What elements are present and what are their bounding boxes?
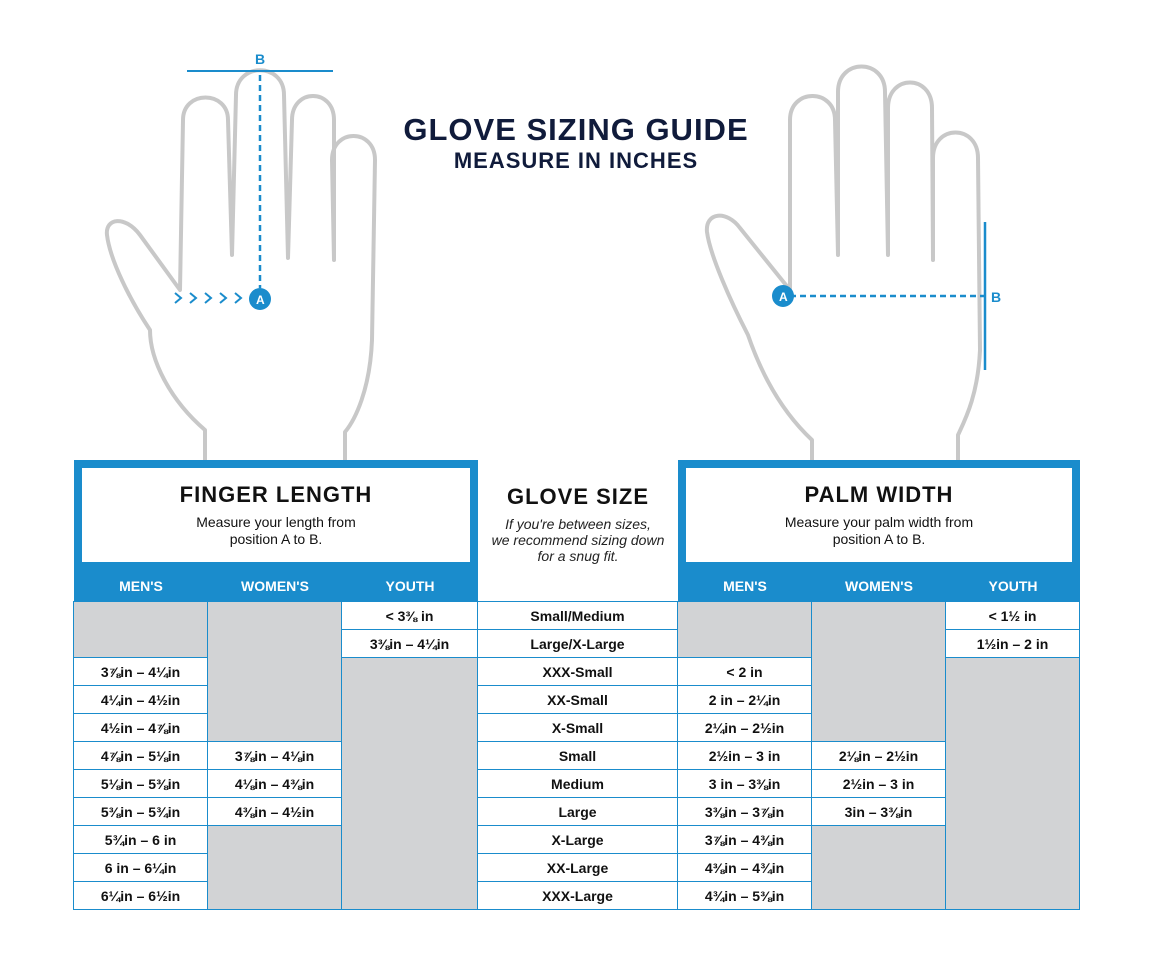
finger-length-heading: FINGER LENGTH <box>179 482 373 507</box>
glove-size-cell: XXX-Small <box>477 657 678 686</box>
palm-womens-empty-block <box>811 825 946 910</box>
finger-youth-empty-block <box>341 657 478 910</box>
point-b-label: B <box>991 289 1001 305</box>
finger-womens-cell: 4⅜in – 4½in <box>207 797 342 826</box>
glove-size-cell: Small <box>477 741 678 770</box>
finger-mens-cell: 5⅜in – 5¾in <box>73 797 208 826</box>
column-header-finger-mens: MEN'S <box>74 570 208 602</box>
glove-size-cell: Medium <box>477 769 678 798</box>
palm-width-heading: PALM WIDTH <box>804 482 954 507</box>
palm-mens-cell: < 2 in <box>677 657 812 686</box>
glove-size-cell: Large <box>477 797 678 826</box>
column-header-palm-womens: WOMEN'S <box>812 570 946 602</box>
finger-mens-cell: 4⅞in – 5⅛in <box>73 741 208 770</box>
sizing-table: FINGER LENGTH Measure your length from p… <box>73 460 1080 910</box>
finger-mens-cell: 3⅞in – 4¼in <box>73 657 208 686</box>
palm-mens-cell: 3 in – 3⅜in <box>677 769 812 798</box>
palm-mens-cell: 2 in – 2¼in <box>677 685 812 714</box>
palm-mens-empty-block <box>677 601 812 658</box>
palm-youth-cell: < 1½ in <box>945 601 1080 630</box>
left-hand-finger-length-illustration <box>104 68 377 460</box>
column-header-palm-mens: MEN'S <box>678 570 812 602</box>
glove-size-note-1: If you're between sizes, <box>505 516 651 532</box>
column-header-finger-womens: WOMEN'S <box>208 570 342 602</box>
finger-mens-cell: 4¼in – 4½in <box>73 685 208 714</box>
finger-womens-empty-block <box>207 825 342 910</box>
finger-womens-cell: 4⅛in – 4⅜in <box>207 769 342 798</box>
point-a-label: A <box>256 293 265 307</box>
glove-size-cell: XX-Small <box>477 685 678 714</box>
point-a-label: A <box>779 290 788 304</box>
palm-mens-cell: 2¼in – 2½in <box>677 713 812 742</box>
hand-diagrams: B A A B <box>104 51 1001 460</box>
page-subtitle: MEASURE IN INCHES <box>453 148 699 173</box>
point-b-label: B <box>255 51 265 67</box>
palm-width-measurement-marks <box>772 222 987 370</box>
palm-mens-cell: 3⅜in – 3⅞in <box>677 797 812 826</box>
palm-womens-cell: 2½in – 3 in <box>811 769 946 798</box>
right-hand-palm-width-illustration <box>704 64 982 460</box>
palm-mens-cell: 3⅞in – 4⅜in <box>677 825 812 854</box>
palm-width-header: PALM WIDTH Measure your palm width from … <box>678 460 1080 570</box>
finger-mens-cell: 4½in – 4⅞in <box>73 713 208 742</box>
finger-mens-cell: 5⅛in – 5⅜in <box>73 769 208 798</box>
finger-length-measurement-marks <box>174 70 333 310</box>
glove-size-cell: XX-Large <box>477 853 678 882</box>
finger-length-header: FINGER LENGTH Measure your length from p… <box>74 460 478 570</box>
page-title: GLOVE SIZING GUIDE <box>403 112 749 147</box>
glove-size-cell: X-Small <box>477 713 678 742</box>
finger-length-description-2: position A to B. <box>229 531 323 547</box>
palm-womens-cell: 2⅛in – 2½in <box>811 741 946 770</box>
finger-womens-cell: 3⅞in – 4⅛in <box>207 741 342 770</box>
finger-youth-cell: < 3⅜ in <box>341 601 478 630</box>
palm-youth-cell: 1½in – 2 in <box>945 629 1080 658</box>
finger-mens-cell: 6¼in – 6½in <box>73 881 208 910</box>
glove-size-heading: GLOVE SIZE <box>506 484 650 509</box>
glove-size-cell: X-Large <box>477 825 678 854</box>
finger-mens-cell: 6 in – 6¼in <box>73 853 208 882</box>
glove-size-note-3: for a snug fit. <box>537 548 619 564</box>
palm-width-description-2: position A to B. <box>832 531 926 547</box>
finger-length-description-1: Measure your length from <box>196 514 356 530</box>
finger-mens-empty-block <box>73 601 208 658</box>
finger-womens-empty-block <box>207 601 342 742</box>
glove-size-header: GLOVE SIZE If you're between sizes, we r… <box>478 460 678 602</box>
column-header-finger-youth: YOUTH <box>342 570 478 602</box>
finger-mens-cell: 5¾in – 6 in <box>73 825 208 854</box>
palm-mens-cell: 4¾in – 5⅜in <box>677 881 812 910</box>
glove-size-cell: XXX-Large <box>477 881 678 910</box>
palm-mens-cell: 4⅜in – 4¾in <box>677 853 812 882</box>
glove-size-cell: Small/Medium <box>477 601 678 630</box>
palm-youth-empty-block <box>945 657 1080 910</box>
palm-width-description-1: Measure your palm width from <box>784 514 974 530</box>
palm-mens-cell: 2½in – 3 in <box>677 741 812 770</box>
palm-womens-empty-block <box>811 601 946 742</box>
finger-youth-cell: 3⅜in – 4¼in <box>341 629 478 658</box>
column-header-palm-youth: YOUTH <box>946 570 1080 602</box>
glove-size-note-2: we recommend sizing down <box>491 532 665 548</box>
glove-size-cell: Large/X-Large <box>477 629 678 658</box>
palm-womens-cell: 3in – 3⅜in <box>811 797 946 826</box>
